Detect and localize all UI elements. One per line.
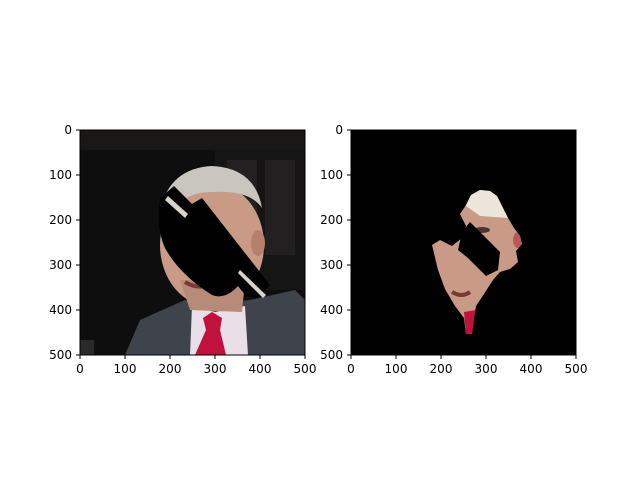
left-ticks: 0 100 200 300 400 500 0 100 200 300 400 500	[49, 123, 316, 376]
left-wall	[80, 130, 305, 150]
right-ticks: 0 100 200 300 400 500 0 100 200 300 400 500	[320, 123, 587, 376]
left-y-tick-label: 300	[49, 258, 72, 272]
right-occlusion-mask	[458, 222, 500, 276]
left-image-panel	[80, 130, 305, 355]
left-mask-stripe	[238, 270, 266, 298]
left-window-pane	[265, 160, 295, 255]
right-x-tick-label: 400	[520, 362, 543, 376]
left-y-tick-label: 0	[64, 123, 72, 137]
right-y-tick-label: 400	[320, 303, 343, 317]
left-x-tick-label: 300	[204, 362, 227, 376]
left-hair	[160, 166, 262, 220]
left-mask-stripe	[165, 196, 188, 218]
right-x-tick-label: 500	[565, 362, 588, 376]
left-axes-frame	[79, 129, 306, 356]
right-x-tick-label: 100	[385, 362, 408, 376]
left-x-tick-label: 100	[114, 362, 137, 376]
left-edge-object	[80, 340, 94, 355]
right-x-tick-label: 300	[475, 362, 498, 376]
left-x-tick-label: 200	[159, 362, 182, 376]
right-y-tick-label: 100	[320, 168, 343, 182]
left-y-tick-label: 100	[49, 168, 72, 182]
left-y-tick-label: 400	[49, 303, 72, 317]
left-y-tick-label: 200	[49, 213, 72, 227]
right-image-panel	[351, 130, 576, 355]
right-x-tick-label: 0	[347, 362, 355, 376]
right-y-tick-label: 300	[320, 258, 343, 272]
left-x-tick-label: 500	[294, 362, 317, 376]
left-tie	[195, 312, 226, 355]
right-x-tick-label: 200	[430, 362, 453, 376]
right-y-tick-label: 200	[320, 213, 343, 227]
left-y-tick-label: 500	[49, 348, 72, 362]
right-y-tick-label: 0	[335, 123, 343, 137]
left-x-tick-label: 400	[249, 362, 272, 376]
right-y-tick-label: 500	[320, 348, 343, 362]
left-ear	[251, 230, 265, 256]
right-mouth	[450, 290, 472, 297]
right-axes-frame	[350, 129, 577, 356]
left-x-tick-label: 0	[76, 362, 84, 376]
